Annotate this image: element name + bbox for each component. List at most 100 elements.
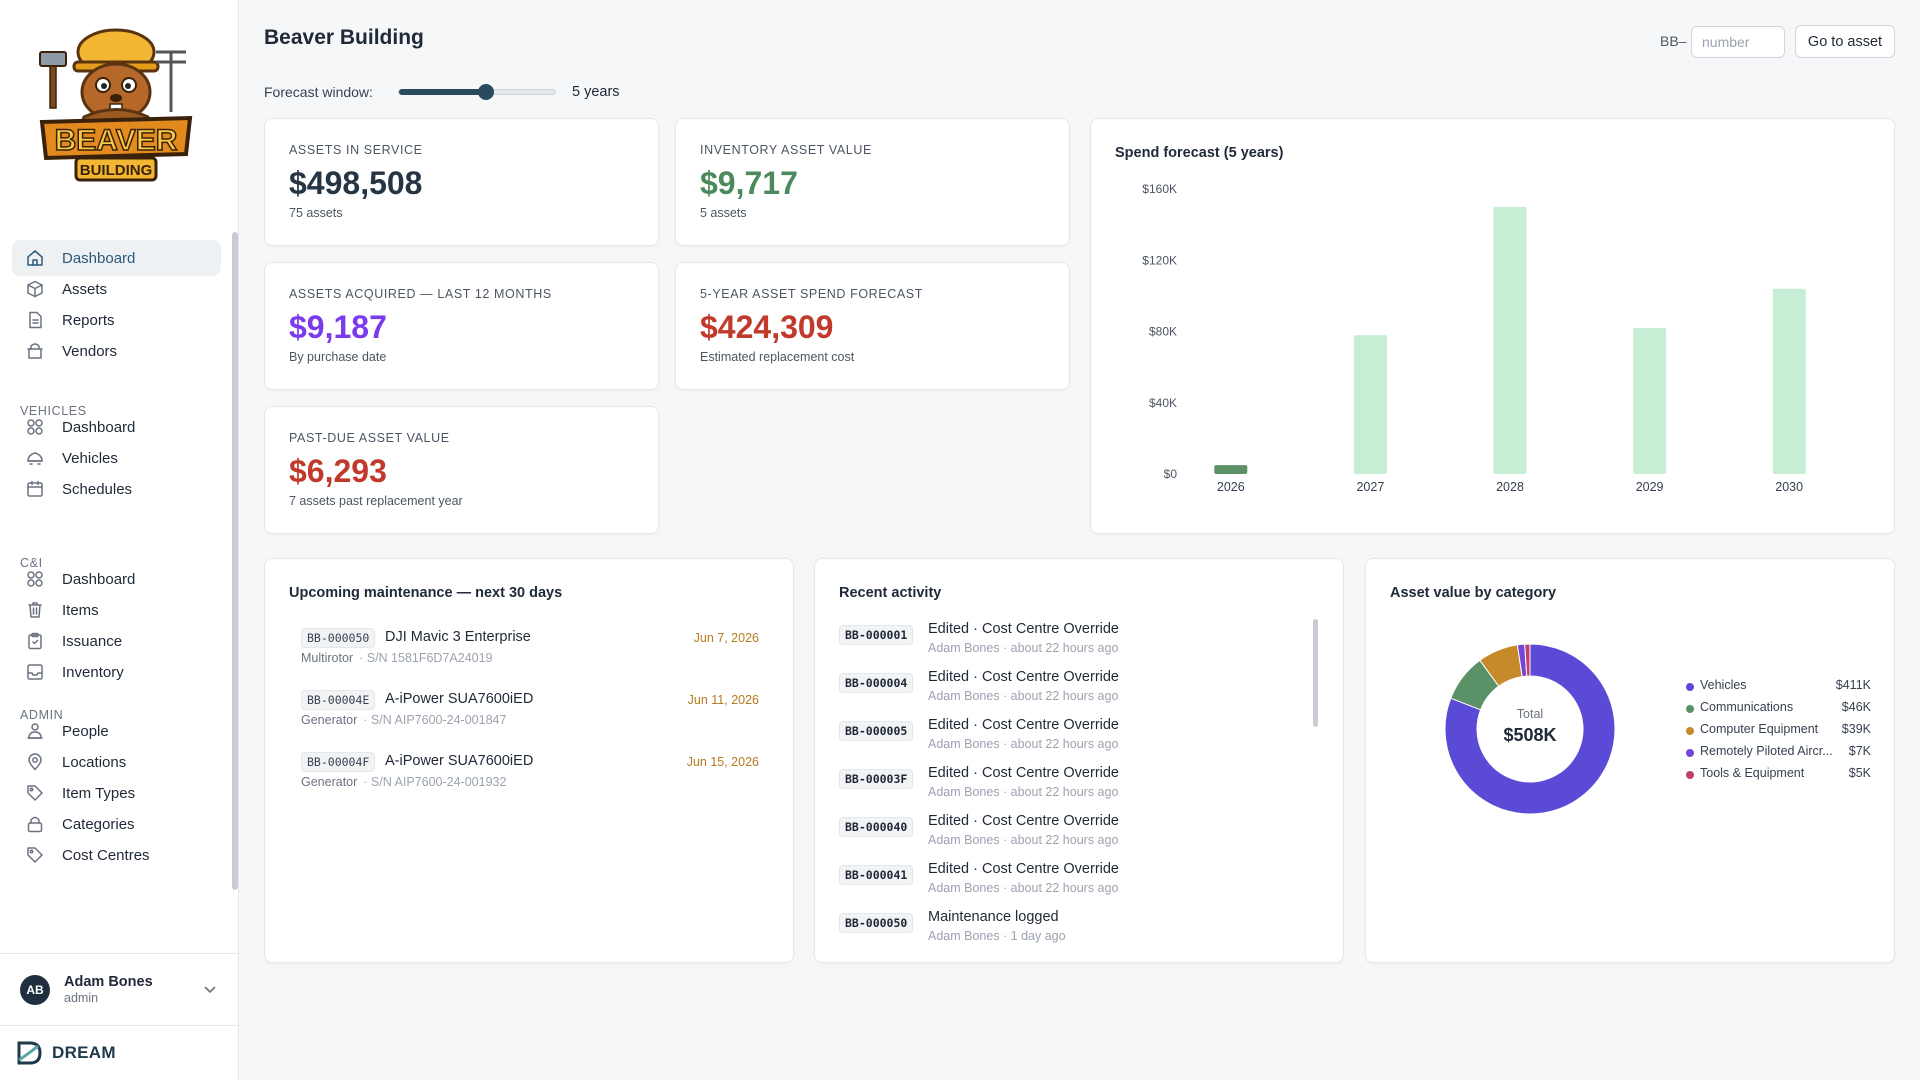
activity-item[interactable]: BB-000004 Edited · Cost Centre Override Ad… — [839, 669, 1219, 713]
activity-meta: Adam Bones · about 22 hours ago — [928, 641, 1119, 655]
kpi-label: ASSETS ACQUIRED — LAST 12 MONTHS — [289, 287, 552, 301]
sidebar-item-label: Reports — [62, 311, 115, 329]
kpi-label: ASSETS IN SERVICE — [289, 143, 423, 157]
sidebar-item-label: Categories — [62, 815, 135, 833]
sidebar-item-admin-people[interactable]: People — [12, 713, 221, 749]
donut-slice-tools-equipment[interactable] — [1524, 643, 1531, 677]
y-tick-label: $40K — [1149, 396, 1177, 410]
sidebar-item-assets[interactable]: Assets — [12, 271, 221, 307]
sidebar-item-ci-issuance[interactable]: Issuance — [12, 623, 221, 659]
bar-2028[interactable] — [1493, 206, 1527, 474]
activity-item[interactable]: BB-000001 Edited · Cost Centre Override Ad… — [839, 621, 1219, 665]
sidebar-item-admin-categories[interactable]: Categories — [12, 806, 221, 842]
people-icon — [26, 722, 44, 740]
kpi-sub: 7 assets past replacement year — [289, 494, 463, 508]
spend-forecast-card: Spend forecast (5 years) $0 $40K $80K $120K… — [1090, 118, 1895, 534]
y-tick-label: $120K — [1142, 253, 1177, 267]
asset-name[interactable]: A-iPower SUA7600iED — [385, 753, 534, 769]
legend-label: Remotely Piloted Aircr... — [1700, 744, 1833, 758]
sidebar-item-ci-inventory[interactable]: Inventory — [12, 654, 221, 690]
slider-fill — [399, 89, 487, 95]
car-icon — [26, 449, 44, 467]
chevron-down-icon[interactable] — [203, 982, 217, 1001]
asset-code-tag[interactable]: BB-00004F — [301, 752, 376, 772]
asset-code-tag[interactable]: BB-000005 — [839, 721, 914, 741]
legend-item[interactable]: Communications $46K — [1686, 700, 1871, 718]
go-to-asset-button[interactable]: Go to asset — [1795, 25, 1895, 58]
trash-icon — [26, 601, 44, 619]
donut-slice-vehicles[interactable] — [1444, 643, 1616, 815]
legend-item[interactable]: Computer Equipment $39K — [1686, 722, 1871, 740]
sidebar-item-vehicles-schedules[interactable]: Schedules — [12, 471, 221, 507]
location-pin-icon — [26, 753, 44, 771]
legend-label: Vehicles — [1700, 678, 1747, 692]
legend-item[interactable]: Vehicles $411K — [1686, 678, 1871, 696]
asset-name[interactable]: DJI Mavic 3 Enterprise — [385, 629, 531, 645]
activity-scrollbar[interactable] — [1313, 619, 1318, 727]
sidebar: BEAVER BUILDING Dashboard Assets Reports Ve… — [0, 0, 239, 1080]
sidebar-item-vendors[interactable]: Vendors — [12, 333, 221, 369]
activity-item[interactable]: BB-000005 Edited · Cost Centre Override Ad… — [839, 717, 1219, 761]
maintenance-item[interactable]: BB-00004F A-iPower SUA7600iED Jun 15, 2026… — [301, 752, 759, 803]
asset-code-tag[interactable]: BB-000001 — [839, 625, 914, 645]
sidebar-item-vehicles-vehicles[interactable]: Vehicles — [12, 440, 221, 476]
sidebar-item-admin-item-types[interactable]: Item Types — [12, 775, 221, 811]
activity-meta: Adam Bones · about 22 hours ago — [928, 785, 1119, 799]
kpi-value: $9,187 — [289, 309, 387, 345]
x-tick-label: 2028 — [1496, 480, 1524, 494]
asset-code-tag[interactable]: BB-00004E — [301, 690, 376, 710]
sidebar-item-admin-cost-centres[interactable]: Cost Centres — [12, 837, 221, 873]
maintenance-item[interactable]: BB-000050 DJI Mavic 3 Enterprise Jun 7, 20… — [301, 628, 759, 679]
nav-section-admin: ADMIN — [20, 708, 64, 722]
store-icon — [26, 342, 44, 360]
sidebar-scrollbar[interactable] — [232, 232, 238, 890]
asset-code-tag[interactable]: BB-00003F — [839, 769, 914, 789]
activity-item[interactable]: BB-000040 Edited · Cost Centre Override Ad… — [839, 813, 1219, 857]
activity-title-text: Edited · Cost Centre Override — [928, 669, 1119, 685]
activity-item[interactable]: BB-00003F Edited · Cost Centre Override Ad… — [839, 765, 1219, 809]
asset-code-tag[interactable]: BB-000004 — [839, 673, 914, 693]
y-tick-label: $0 — [1164, 467, 1178, 481]
forecast-window-slider[interactable] — [398, 84, 556, 100]
activity-item[interactable]: BB-000050 Maintenance logged Adam Bones · … — [839, 909, 1219, 953]
sidebar-item-reports[interactable]: Reports — [12, 302, 221, 338]
sidebar-item-admin-locations[interactable]: Locations — [12, 744, 221, 780]
bar-2027[interactable] — [1353, 335, 1387, 474]
sidebar-item-label: People — [62, 722, 109, 740]
asset-code-tag[interactable]: BB-000050 — [301, 628, 376, 648]
serial-number: · S/N AIP7600-24-001847 — [363, 713, 507, 727]
asset-code-tag[interactable]: BB-000050 — [839, 913, 914, 933]
legend-value: $7K — [1848, 744, 1871, 758]
asset-code-tag[interactable]: BB-000040 — [839, 817, 914, 837]
activity-meta: Adam Bones · about 22 hours ago — [928, 737, 1119, 751]
sidebar-item-ci-items[interactable]: Items — [12, 592, 221, 628]
donut-total-value: $508K — [1503, 725, 1557, 745]
activity-meta: Adam Bones · 1 day ago — [928, 929, 1066, 943]
bar-2030[interactable] — [1772, 288, 1806, 474]
maintenance-item[interactable]: BB-00004E A-iPower SUA7600iED Jun 11, 2026… — [301, 690, 759, 741]
bar-2029[interactable] — [1633, 327, 1667, 474]
slider-thumb[interactable] — [478, 84, 495, 100]
legend-label: Communications — [1700, 700, 1794, 714]
sidebar-nav[interactable]: Dashboard Assets Reports Vendors VEHICLES Das… — [0, 228, 239, 953]
logo-text-top: BEAVER — [55, 124, 178, 157]
asset-number-input[interactable] — [1691, 26, 1785, 58]
x-tick-label: 2030 — [1775, 480, 1803, 494]
activity-item[interactable]: BB-000041 Edited · Cost Centre Override Ad… — [839, 861, 1219, 905]
legend-item[interactable]: Tools & Equipment $5K — [1686, 766, 1871, 784]
sidebar-item-dashboard[interactable]: Dashboard — [12, 240, 221, 276]
asset-name[interactable]: A-iPower SUA7600iED — [385, 691, 534, 707]
sidebar-item-label: Dashboard — [62, 418, 136, 436]
bar-2026[interactable] — [1214, 465, 1248, 474]
user-menu[interactable]: AB Adam Bones admin — [0, 953, 239, 1025]
sidebar-item-vehicles-dashboard[interactable]: Dashboard — [12, 409, 221, 445]
sidebar-item-ci-dashboard[interactable]: Dashboard — [12, 561, 221, 597]
sidebar-item-label: Cost Centres — [62, 846, 150, 864]
kpi-value: $424,309 — [700, 309, 834, 345]
asset-code-tag[interactable]: BB-000041 — [839, 865, 914, 885]
home-icon — [26, 249, 44, 267]
legend-item[interactable]: Remotely Piloted Aircr... $7K — [1686, 744, 1871, 762]
beaver-building-logo[interactable]: BEAVER BUILDING — [36, 22, 196, 187]
legend-label: Computer Equipment — [1700, 722, 1819, 736]
calendar-icon — [26, 480, 44, 498]
